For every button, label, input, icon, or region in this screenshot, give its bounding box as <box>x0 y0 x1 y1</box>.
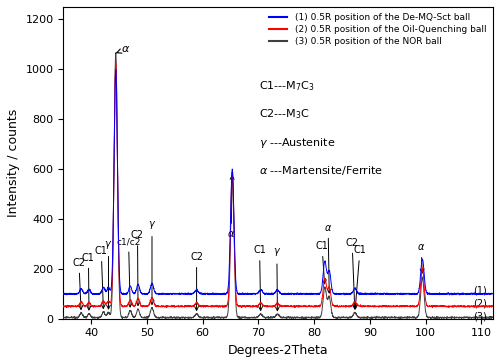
Text: c1/c2: c1/c2 <box>116 237 141 307</box>
Text: C1: C1 <box>82 253 95 310</box>
Text: C2---M$_3$C: C2---M$_3$C <box>258 108 310 122</box>
Text: C2: C2 <box>190 252 203 310</box>
Text: $\gamma$ ---Austenite: $\gamma$ ---Austenite <box>258 136 336 150</box>
Text: C1: C1 <box>253 245 266 310</box>
X-axis label: Degrees-2Theta: Degrees-2Theta <box>228 344 328 357</box>
Text: $\gamma$: $\gamma$ <box>148 219 156 304</box>
Text: C1---M$_7$C$_3$: C1---M$_7$C$_3$ <box>258 80 314 94</box>
Text: $\alpha$: $\alpha$ <box>324 223 332 293</box>
Y-axis label: Intensity / counts: Intensity / counts <box>7 109 20 217</box>
Text: (3): (3) <box>473 312 487 322</box>
Text: $\gamma$: $\gamma$ <box>273 246 281 311</box>
Text: C1: C1 <box>95 246 108 308</box>
Text: C2: C2 <box>72 258 86 309</box>
Text: C1: C1 <box>354 245 366 309</box>
Text: $\alpha$ ---Martensite/Ferrite: $\alpha$ ---Martensite/Ferrite <box>258 164 383 177</box>
Text: $\alpha$: $\alpha$ <box>417 242 426 273</box>
Text: (2): (2) <box>473 298 487 308</box>
Text: $\gamma$: $\gamma$ <box>104 239 112 309</box>
Text: $\alpha$: $\alpha$ <box>116 44 130 54</box>
Text: C1: C1 <box>316 241 328 284</box>
Text: C2: C2 <box>131 230 144 305</box>
Legend: (1) 0.5R position of the De-MQ-Sct ball, (2) 0.5R position of the Oil-Quenching : (1) 0.5R position of the De-MQ-Sct ball,… <box>266 10 490 49</box>
Text: (1): (1) <box>473 285 487 295</box>
Text: $\alpha$: $\alpha$ <box>227 175 235 239</box>
Text: C2: C2 <box>346 238 358 309</box>
